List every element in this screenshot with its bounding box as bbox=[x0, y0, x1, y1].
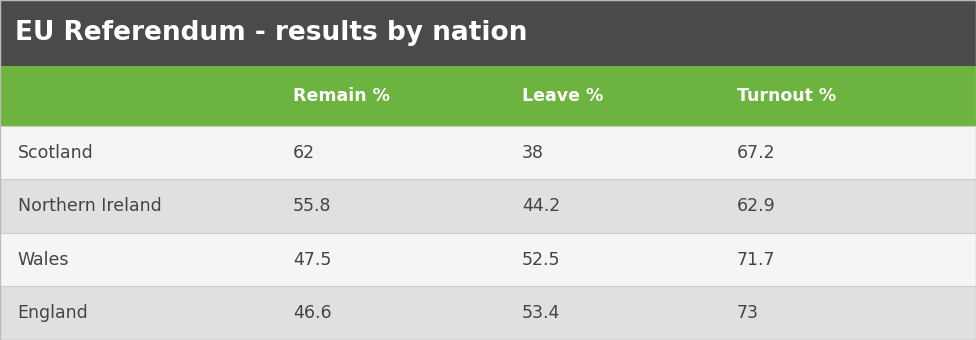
Bar bbox=[0, 66, 976, 126]
Text: Remain %: Remain % bbox=[293, 87, 389, 105]
Text: Scotland: Scotland bbox=[18, 143, 94, 162]
Text: 55.8: 55.8 bbox=[293, 197, 331, 215]
Bar bbox=[0, 286, 976, 340]
Text: 47.5: 47.5 bbox=[293, 251, 331, 269]
Text: Leave %: Leave % bbox=[522, 87, 603, 105]
Text: 38: 38 bbox=[522, 143, 545, 162]
Text: 46.6: 46.6 bbox=[293, 304, 332, 322]
Text: Turnout %: Turnout % bbox=[737, 87, 836, 105]
Text: Wales: Wales bbox=[18, 251, 69, 269]
Text: England: England bbox=[18, 304, 88, 322]
Bar bbox=[0, 0, 976, 66]
Text: 52.5: 52.5 bbox=[522, 251, 560, 269]
Text: 73: 73 bbox=[737, 304, 759, 322]
Text: 62: 62 bbox=[293, 143, 315, 162]
Text: 62.9: 62.9 bbox=[737, 197, 776, 215]
Text: 53.4: 53.4 bbox=[522, 304, 560, 322]
Bar bbox=[0, 180, 976, 233]
Text: EU Referendum - results by nation: EU Referendum - results by nation bbox=[15, 20, 527, 46]
Bar bbox=[0, 126, 976, 180]
Text: 44.2: 44.2 bbox=[522, 197, 560, 215]
Text: 67.2: 67.2 bbox=[737, 143, 776, 162]
Text: 71.7: 71.7 bbox=[737, 251, 775, 269]
Text: Northern Ireland: Northern Ireland bbox=[18, 197, 161, 215]
Bar bbox=[0, 233, 976, 286]
